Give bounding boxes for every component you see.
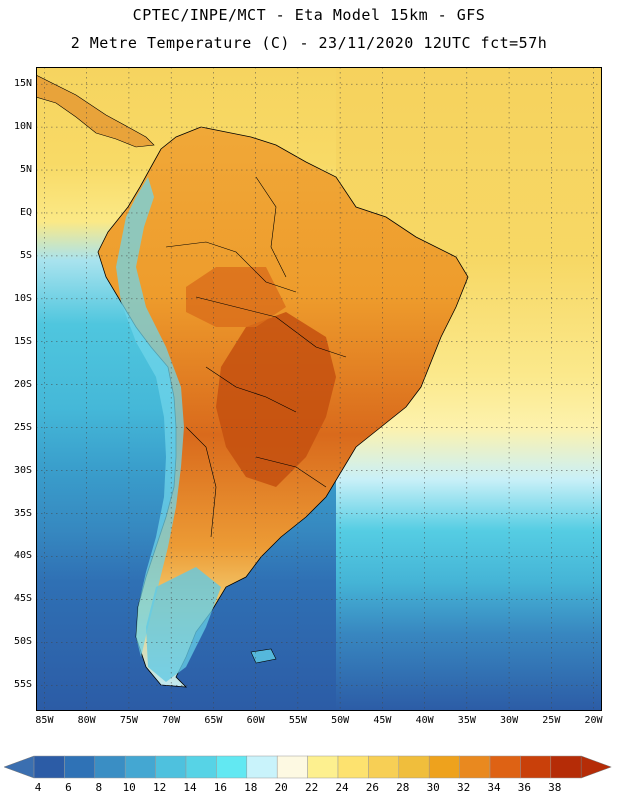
lat-label: 5N xyxy=(19,164,32,176)
colorbar-label: 32 xyxy=(456,781,471,794)
colorbar-label: 12 xyxy=(152,781,167,794)
colorbar-label: 14 xyxy=(183,781,197,794)
colorbar-label: 10 xyxy=(122,781,136,794)
lat-label: 15N xyxy=(13,78,32,90)
colorbar-label: 4 xyxy=(34,781,42,794)
lat-label: 35S xyxy=(13,507,32,519)
andes-cold-strip xyxy=(116,177,184,657)
lat-label: 55S xyxy=(13,679,32,691)
lat-label: 45S xyxy=(13,593,32,605)
lon-label: 50W xyxy=(331,715,350,726)
colorbar-label: 18 xyxy=(244,781,258,794)
lat-label: 20S xyxy=(13,378,32,390)
title-line-2: 2 Metre Temperature (C) - 23/11/2020 12U… xyxy=(70,34,548,52)
hot-core-region xyxy=(216,312,336,487)
lon-label: 65W xyxy=(204,715,223,726)
colorbar-under-arrow xyxy=(4,755,35,779)
colorbar-label: 26 xyxy=(365,781,380,794)
colorbar-label: 24 xyxy=(335,781,349,794)
lat-label: 30S xyxy=(13,464,32,476)
patagonia-cool-region xyxy=(146,567,221,682)
lon-label: 75W xyxy=(119,715,138,726)
lat-label: 10N xyxy=(13,121,32,133)
lon-label: 35W xyxy=(457,715,476,726)
colorbar-cell xyxy=(337,755,369,779)
central-america xyxy=(36,74,155,148)
lon-label: 45W xyxy=(373,715,392,726)
colorbar-label: 34 xyxy=(487,781,501,794)
lat-label: 5S xyxy=(19,249,32,261)
lat-label: 10S xyxy=(13,292,32,304)
lon-label: 85W xyxy=(35,715,54,726)
lon-label: 70W xyxy=(162,715,181,726)
colorbar-label: 8 xyxy=(95,781,103,794)
warm-region xyxy=(186,267,286,327)
lat-label: 50S xyxy=(13,636,32,648)
colorbar-cell xyxy=(368,755,400,779)
colorbar-cell xyxy=(428,755,460,779)
colorbar-cell xyxy=(459,755,491,779)
temperature-map xyxy=(36,67,602,711)
colorbar-label: 20 xyxy=(274,781,288,794)
colorbar-over-arrow xyxy=(580,755,612,779)
falkland-islands xyxy=(250,648,277,664)
lon-label: 30W xyxy=(500,715,519,726)
colorbar-cell xyxy=(276,755,308,779)
colorbar-cell xyxy=(155,755,187,779)
colorbar-cell xyxy=(489,755,521,779)
lon-label: 25W xyxy=(542,715,561,726)
colorbar-label: 28 xyxy=(396,781,410,794)
title-line-1: CPTEC/INPE/MCT - Eta Model 15km - GFS xyxy=(132,6,486,24)
colorbar-cell xyxy=(246,755,278,779)
colorbar-cell xyxy=(398,755,430,779)
colorbar-label: 16 xyxy=(213,781,228,794)
colorbar-cell xyxy=(307,755,339,779)
colorbar-label: 38 xyxy=(548,781,562,794)
colorbar-label: 6 xyxy=(65,781,72,794)
lon-label: 20W xyxy=(584,715,603,726)
map-frame xyxy=(36,67,602,711)
colorbar-cell xyxy=(185,755,217,779)
colorbar-cell xyxy=(216,755,248,779)
colorbar-cell xyxy=(33,755,65,779)
colorbar-cell xyxy=(520,755,552,779)
lat-label: 25S xyxy=(13,421,32,433)
lon-label: 55W xyxy=(288,715,307,726)
colorbar-label: 22 xyxy=(304,781,319,794)
lon-label: 40W xyxy=(415,715,434,726)
color-scale-bar xyxy=(4,755,612,779)
country-borders xyxy=(165,176,347,538)
colorbar-label: 30 xyxy=(426,781,440,794)
lat-label: 40S xyxy=(13,550,32,562)
colorbar-cell xyxy=(64,755,96,779)
lon-label: 80W xyxy=(77,715,96,726)
lat-label: 15S xyxy=(13,335,32,347)
colorbar-cell xyxy=(124,755,156,779)
lon-label: 60W xyxy=(246,715,265,726)
colorbar-label: 36 xyxy=(517,781,532,794)
colorbar-cell xyxy=(94,755,126,779)
colorbar-cell xyxy=(550,755,582,779)
lat-label: EQ xyxy=(19,206,32,218)
